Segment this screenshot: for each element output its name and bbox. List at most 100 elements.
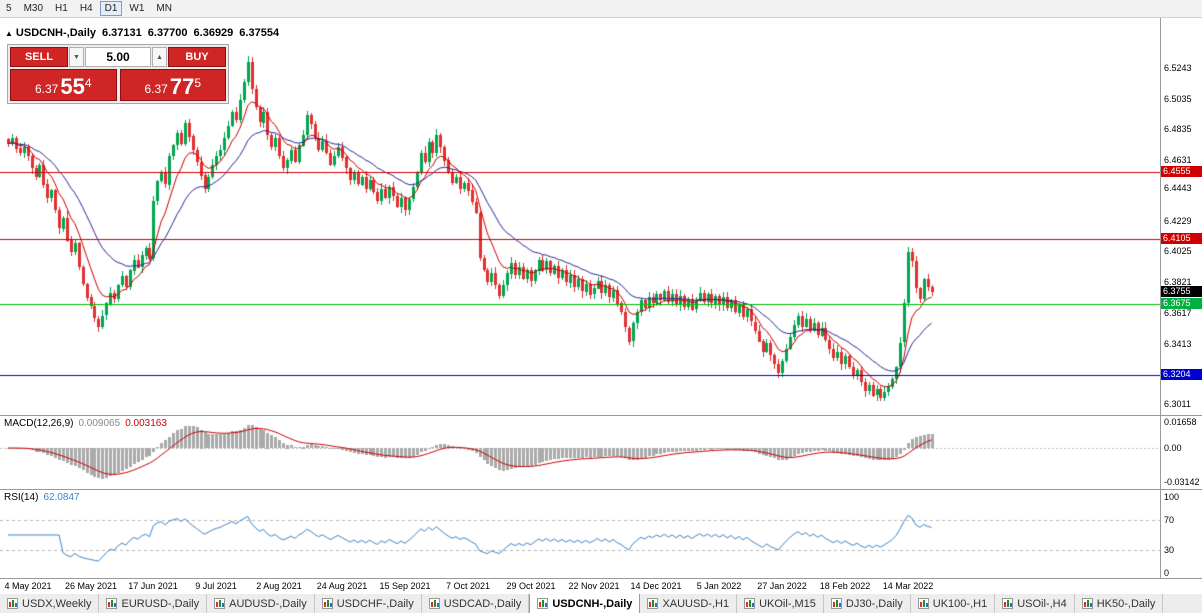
timeframe-button-5[interactable]: 5 [1,1,17,16]
ohlc-high: 6.37700 [147,27,188,39]
ohlc-open: 6.37131 [102,27,142,39]
chart-tab-icon [214,598,226,609]
tab-label: XAUUSD-,H1 [662,597,730,610]
chart-tab-usdcnh-daily[interactable]: USDCNH-,Daily [529,594,641,613]
tab-label: USDCNH-,Daily [552,597,633,610]
rsi-value: 62.0847 [43,492,80,503]
buy-price-display[interactable]: 6.37 77 5 [119,69,226,101]
rsi-panel: RSI(14) 62.0847 [0,489,1160,578]
buy-price-prefix: 6.37 [144,82,168,96]
ohlc-close: 6.37554 [239,27,280,39]
chart-tab-icon [744,598,756,609]
chart-tab-uk100-h1[interactable]: UK100-,H1 [910,594,996,613]
timeframe-button-h4[interactable]: H4 [74,1,98,16]
timeframe-button-h1[interactable]: H1 [50,1,73,16]
volume-increase-button[interactable]: ▲ [152,47,167,67]
price-axis[interactable]: 6.5243 6.5035 6.4835 6.4631 6.4443 6.4229 6.40… [1160,18,1202,578]
chart-tab-xauusd-h1[interactable]: XAUUSD-,H1 [640,594,738,613]
buy-price-sup: 5 [194,76,202,90]
time-axis[interactable]: 4 May 2021 26 May 2021 17 Jun 2021 9 Jul 20… [0,578,1202,594]
ohlc-header: ▲ USDCNH-,Daily 6.37131 6.37700 6.36929 6.375… [5,27,285,39]
time-axis-label: 24 Aug 2021 [316,581,368,591]
macd-axis-label: 0.01658 [1164,417,1197,427]
chart-tab-dj30-daily[interactable]: DJ30-,Daily [823,594,911,613]
rsi-axis-label: 70 [1164,514,1175,525]
time-axis-label: 27 Jan 2022 [757,581,807,591]
chart-tabs-bar: USDX,Weekly EURUSD-,Daily AUDUSD-,Daily USD… [0,594,1202,613]
panel-separator[interactable] [0,489,1202,490]
macd-canvas[interactable] [0,415,1160,489]
macd-axis-label: 0.00 [1164,443,1182,454]
tab-label: UK100-,H1 [932,597,988,610]
panel-separator[interactable] [0,415,1202,416]
chart-tab-icon [7,598,18,609]
price-badge-6-3675: 6.3675 [1161,298,1202,310]
chart-tab-icon [1081,598,1093,609]
tab-label: DJ30-,Daily [845,597,903,610]
price-badge-6-3755: 6.3755 [1161,286,1202,298]
macd-axis-label: -0.03142 [1164,477,1200,487]
price-axis-label: 6.5035 [1164,94,1192,105]
volume-input[interactable] [85,47,151,67]
rsi-axis-label: 100 [1164,492,1180,502]
price-axis-label: 6.3821 [1164,277,1192,288]
rsi-canvas[interactable] [0,489,1160,578]
chart-tab-ukoil-m15[interactable]: UKOil-,M15 [737,594,824,613]
chart-tab-icon [106,598,118,609]
symbol-title: USDCNH-,Daily [15,27,96,39]
timeframe-button-d1[interactable]: D1 [99,1,123,16]
chart-tab-usdcad-daily[interactable]: USDCAD-,Daily [421,594,530,613]
macd-indicator-header: MACD(12,26,9) 0.009065 0.003163 [4,418,172,429]
tab-label: USDCAD-,Daily [443,597,522,610]
rsi-label: RSI(14) [4,492,39,503]
chart-tab-icon [647,598,659,609]
sell-button[interactable]: SELL [10,47,68,67]
tab-label: EURUSD-,Daily [121,597,200,610]
macd-panel: MACD(12,26,9) 0.009065 0.003163 [0,415,1160,489]
time-axis-label: 26 May 2021 [64,581,118,591]
chart-tab-icon [321,598,333,609]
chart-tab-usoil-h4[interactable]: USOil-,H4 [995,594,1075,613]
chart-tab-audusd-daily[interactable]: AUDUSD-,Daily [207,594,315,613]
chart-tab-icon [917,598,929,609]
timeframe-toolbar: 5 M30 H1 H4 D1 W1 MN [0,0,1202,18]
buy-price-main: 77 [169,74,195,99]
sell-price-main: 55 [60,74,85,99]
macd-value-main: 0.009065 [78,418,121,429]
chart-tab-usdx-weekly[interactable]: USDX,Weekly [0,594,100,613]
rsi-axis-label: 0 [1164,568,1170,578]
chart-tab-eurusd-daily[interactable]: EURUSD-,Daily [99,594,208,613]
price-axis-label: 6.4229 [1164,215,1192,226]
buy-button[interactable]: BUY [168,47,226,67]
price-axis-label: 6.3011 [1164,399,1191,410]
tab-label: USDX,Weekly [22,597,92,610]
chart-tab-icon [1002,598,1014,609]
timeframe-button-w1[interactable]: W1 [124,1,150,16]
time-axis-label: 18 Feb 2022 [819,581,871,591]
volume-decrease-button[interactable]: ▼ [69,47,84,67]
main-chart-panel: ▲ USDCNH-,Daily 6.37131 6.37700 6.36929 6.375… [0,18,1160,415]
tab-label: HK50-,Daily [1096,597,1156,610]
time-axis-label: 14 Mar 2022 [882,581,934,591]
chart-tab-icon [830,598,842,609]
timeframe-button-m30[interactable]: M30 [18,1,49,16]
price-axis-label: 6.4835 [1164,124,1192,135]
time-axis-label: 2 Aug 2021 [256,581,302,591]
time-axis-label: 7 Oct 2021 [445,581,491,591]
sell-price-prefix: 6.37 [34,82,59,96]
timeframe-button-mn[interactable]: MN [151,1,177,16]
chart-tab-usdchf-daily[interactable]: USDCHF-,Daily [314,594,422,613]
price-axis-label: 6.4631 [1164,155,1192,166]
sell-price-sup: 4 [84,76,92,90]
sell-price-display[interactable]: 6.37 55 4 [10,69,117,101]
time-axis-label: 22 Nov 2021 [568,581,620,591]
price-axis-label: 6.4443 [1164,183,1192,194]
macd-label: MACD(12,26,9) [4,418,74,429]
price-axis-label: 6.5243 [1164,62,1192,73]
price-badge-6-3204: 6.3204 [1161,369,1202,381]
chart-tab-hk50-daily[interactable]: HK50-,Daily [1074,594,1164,613]
tab-label: USDCHF-,Daily [336,597,414,610]
price-axis-label: 6.3617 [1164,307,1192,318]
